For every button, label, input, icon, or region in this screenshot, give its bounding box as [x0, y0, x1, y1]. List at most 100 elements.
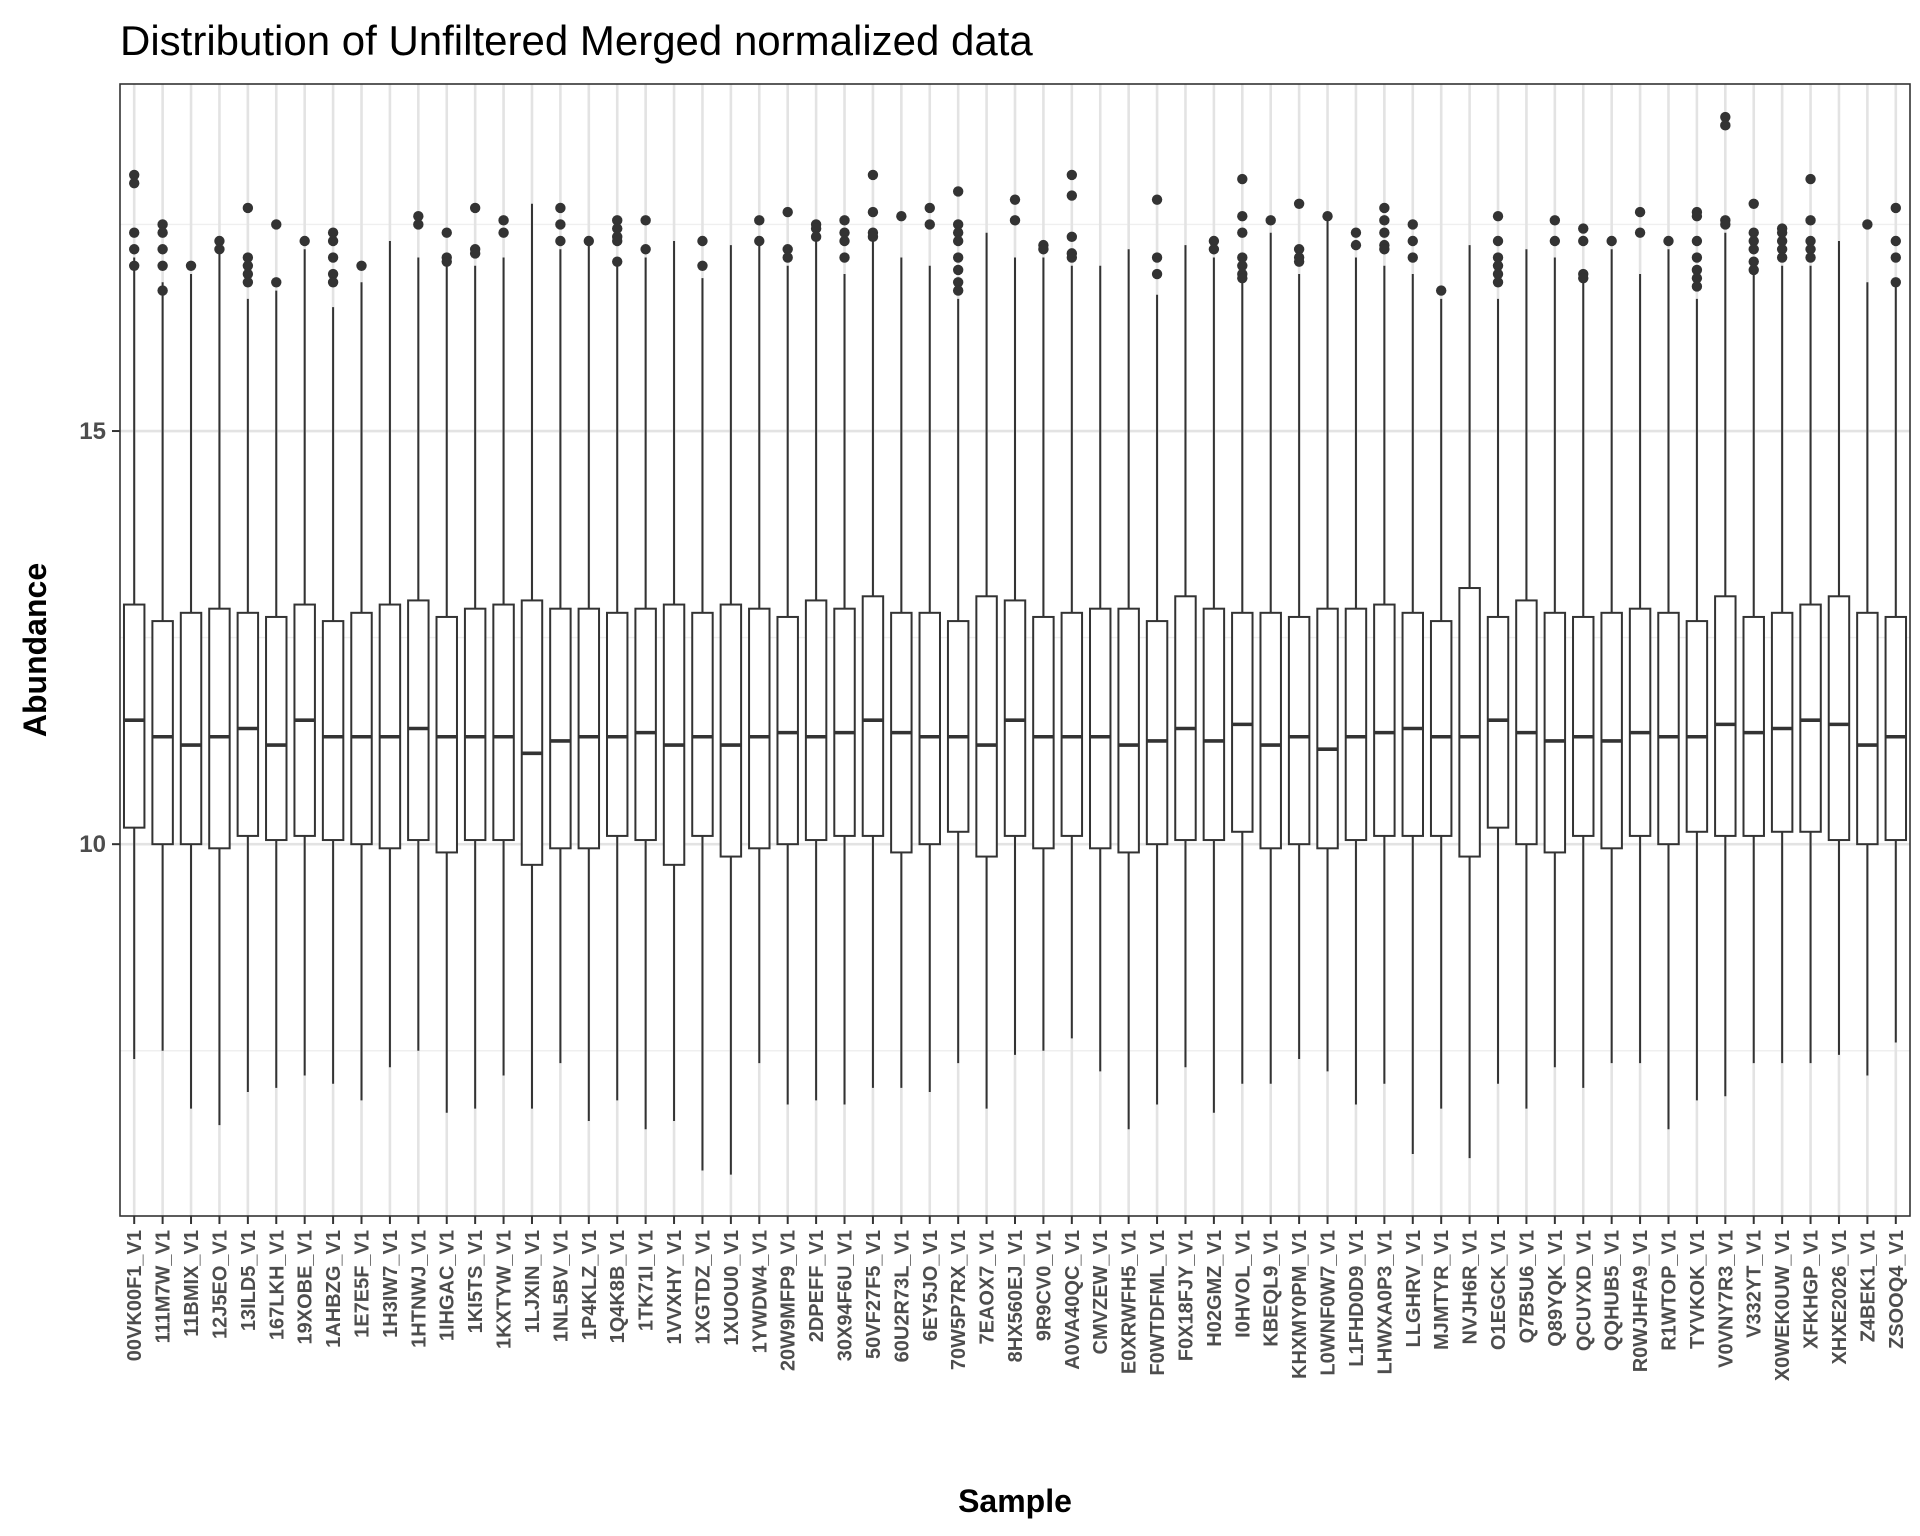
box-group [1714, 111, 1737, 1097]
box-group [1884, 202, 1908, 1043]
box-iqr [1458, 587, 1481, 858]
box-iqr [1657, 611, 1680, 846]
x-tick-label: 2DPEFF_V1 [806, 1230, 828, 1342]
outlier-point [1720, 219, 1731, 230]
outlier-point [1265, 215, 1276, 226]
x-tick-label: 1NL5BV_V1 [550, 1230, 572, 1342]
box-group [946, 186, 970, 1064]
outlier-point [1549, 215, 1561, 226]
box-group [776, 206, 799, 1105]
outlier-point [952, 235, 964, 247]
x-tick-label: F0X18FJY_V1 [1175, 1230, 1197, 1361]
box-group [179, 260, 203, 1109]
outlier-point [1748, 244, 1759, 255]
outlier-point [839, 235, 850, 247]
x-tick-label: F0WTDFML_V1 [1147, 1230, 1169, 1376]
x-tick-label: 1HTNWJ_V1 [408, 1230, 430, 1348]
outlier-point [129, 260, 140, 271]
outlier-point [327, 252, 339, 263]
x-tick-label: 1KXTYW_V1 [494, 1230, 516, 1349]
box-iqr [975, 595, 998, 858]
box-iqr [321, 620, 345, 842]
outlier-point [810, 223, 822, 234]
outlier-point [555, 202, 566, 214]
outlier-point [1720, 111, 1731, 123]
box-group [605, 215, 629, 1101]
outlier-point [1691, 252, 1703, 263]
outlier-point [1407, 235, 1418, 247]
x-tick-label: 8HX560EJ_V1 [1005, 1230, 1027, 1362]
box-iqr [1827, 595, 1851, 842]
box-group [1685, 206, 1709, 1101]
box-group [748, 215, 771, 1064]
outlier-point [1237, 211, 1248, 222]
outlier-point [1776, 235, 1788, 247]
outlier-point [1379, 244, 1390, 255]
outlier-point [867, 231, 879, 243]
box-group [407, 211, 430, 1051]
outlier-point [1748, 227, 1759, 238]
x-tick-label: 00VK00F1_V1 [124, 1230, 146, 1361]
box-group [1827, 240, 1851, 1055]
x-tick-label: V0VNY7R3_V1 [1715, 1230, 1737, 1368]
outlier-point [896, 211, 907, 222]
outlier-point [129, 244, 140, 255]
box-group [975, 232, 998, 1109]
box-iqr [1202, 607, 1226, 842]
outlier-point [1805, 173, 1816, 185]
box-group [549, 202, 572, 1064]
outlier-point [185, 260, 197, 271]
x-tick-label: H02GMZ_V1 [1204, 1230, 1226, 1347]
x-tick-label: 1XGTDZ_V1 [692, 1230, 714, 1344]
outlier-point [1237, 260, 1248, 271]
x-tick-label: Q89YQK_V1 [1545, 1230, 1567, 1347]
outlier-point [441, 256, 452, 267]
box-iqr [1429, 620, 1453, 837]
outlier-point [1492, 268, 1504, 280]
box-group [208, 235, 231, 1126]
x-tick-label: MJMTYR_V1 [1431, 1230, 1453, 1350]
outlier-point [1379, 227, 1390, 238]
outlier-point [327, 227, 339, 238]
x-tick-label: R1WTOP_V1 [1658, 1230, 1680, 1351]
box-iqr [265, 615, 288, 842]
box-iqr [208, 607, 231, 850]
outlier-point [157, 244, 168, 255]
outlier-point [327, 235, 339, 247]
box-group [577, 235, 601, 1121]
outlier-point [242, 277, 254, 288]
box-iqr [918, 611, 941, 846]
x-tick-label: L1FHD0D9_V1 [1346, 1230, 1368, 1367]
x-tick-label: X0WEK0UW_V1 [1772, 1230, 1794, 1381]
outlier-point [1691, 211, 1703, 222]
outlier-point [1379, 215, 1390, 226]
outlier-point [327, 268, 339, 280]
box-group [1003, 194, 1027, 1055]
outlier-point [952, 219, 964, 230]
outlier-point [1435, 285, 1447, 296]
outlier-point [952, 285, 964, 296]
outlier-point [1237, 173, 1248, 185]
box-group [1458, 245, 1481, 1159]
outlier-point [1237, 252, 1248, 263]
outlier-point [271, 219, 282, 230]
box-group [520, 203, 544, 1109]
box-group [1202, 235, 1226, 1113]
outlier-point [129, 177, 140, 189]
x-tick-label: 1TK71I_V1 [636, 1230, 658, 1331]
outlier-point [299, 235, 310, 247]
box-group [463, 202, 487, 1109]
x-tick-label: 167LKH_V1 [266, 1230, 288, 1340]
outlier-point [1237, 227, 1248, 238]
x-tick-label: 19XOBE_V1 [295, 1230, 317, 1345]
box-group [350, 260, 373, 1101]
outlier-point [1634, 206, 1646, 218]
outlier-point [1862, 219, 1873, 230]
box-group [151, 219, 174, 1051]
box-iqr [776, 615, 799, 846]
x-tick-label: 1YWDW4_V1 [749, 1230, 771, 1353]
box-group [861, 169, 885, 1088]
outlier-point [1066, 252, 1078, 263]
outlier-point [839, 227, 850, 238]
